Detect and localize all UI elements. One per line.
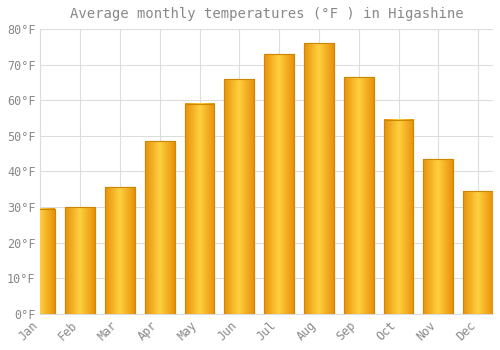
Bar [424,159,454,314]
Bar [105,188,135,314]
Bar [463,191,493,314]
Bar [304,43,334,314]
Bar [65,207,95,314]
Bar [26,209,55,314]
Title: Average monthly temperatures (°F ) in Higashine: Average monthly temperatures (°F ) in Hi… [70,7,464,21]
Bar [344,77,374,314]
Bar [224,79,254,314]
Bar [184,104,214,314]
Bar [264,54,294,314]
Bar [145,141,174,314]
Bar [384,120,414,314]
